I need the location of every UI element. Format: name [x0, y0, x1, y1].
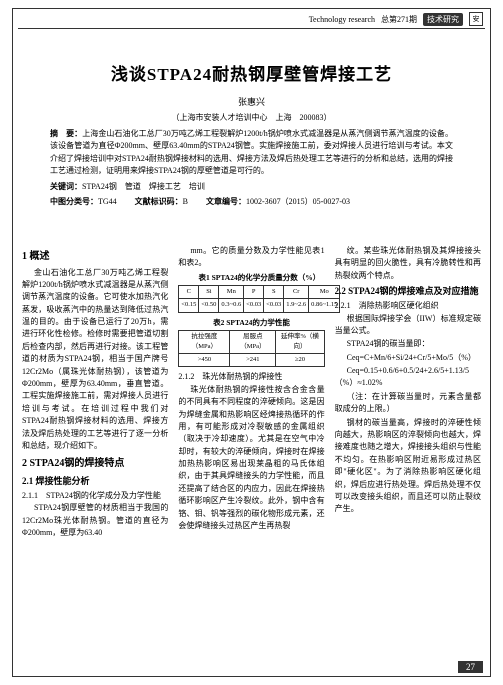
doccode-value: B: [183, 197, 188, 206]
table-cell: <0.03: [264, 299, 284, 312]
articleid-label: 文章编号：: [206, 197, 246, 206]
section-2-1-1-para-b: mm。它的质量分数及力学性能见表1和表2。: [178, 245, 324, 270]
table-row: C Si Mn P S Cr Mo: [179, 286, 340, 299]
abstract-block: 摘 要：上海金山石油化工总厂30万吨乙烯工程裂解炉1200t/h锅炉喷水式减温器…: [50, 128, 453, 208]
publisher-logo-icon: 安: [469, 12, 483, 26]
table-cell: Si: [199, 286, 219, 299]
formula-ceq-value: Ceq=0.15+0.6/6+0.5/24+2.6/5+1.13/5（%）≈1.…: [335, 365, 481, 390]
abstract-body: 上海金山石油化工总厂30万吨乙烯工程裂解炉1200t/h锅炉喷水式减温器是从蒸汽…: [50, 129, 453, 175]
keywords-value: STPA24钢 管道 焊接工艺 培训: [82, 182, 205, 191]
table-cell: 延伸率%（横向）: [276, 331, 324, 354]
section-2-1-2-heading: 2.1.2 珠光体耐热钢的焊接性: [178, 371, 324, 383]
articleid-value: 1002-3607（2015）05-0027-03: [246, 197, 350, 206]
title-block: 浅谈STPA24耐热钢厚壁管焊接工艺 张惠兴 （上海市安装人才培训中心 上海 2…: [0, 60, 503, 123]
table-row: >450 >241 ≥20: [179, 354, 324, 367]
table-cell: >241: [230, 354, 276, 367]
table-cell: S: [264, 286, 284, 299]
page-number: 27: [458, 661, 483, 673]
table-row: 抗拉强度（MPa） 屈服点（MPa） 延伸率%（横向）: [179, 331, 324, 354]
table-cell: Mn: [219, 286, 244, 299]
section-2-2-1-para-b: STPA24钢的碳当量即：: [335, 338, 481, 350]
section-1-para-1: 金山石油化工总厂30万吨乙烯工程裂解炉1200t/h锅炉喷水式减温器是从蒸汽侧调…: [22, 267, 168, 453]
abstract-text: 摘 要：上海金山石油化工总厂30万吨乙烯工程裂解炉1200t/h锅炉喷水式减温器…: [50, 128, 453, 178]
table-cell: <0.50: [199, 299, 219, 312]
header-rule: [18, 28, 485, 29]
section-2-1-2-para-b: 纹。某些珠光体耐热钢及其焊接接头具有明显的回火脆性，具有冷脆转性和再热裂纹两个特…: [335, 245, 481, 282]
table-cell: 1.9~2.6: [284, 299, 309, 312]
table-1-wrap: 表1 SPTA24的化学分质量分数（%） C Si Mn P S Cr Mo <…: [178, 272, 324, 313]
keywords-label: 关键词：: [50, 182, 82, 191]
table-cell: 抗拉强度（MPa）: [179, 331, 230, 354]
section-2-2-1-para-a: 根据国际焊接学会（IIW）标准规定碳当量公式。: [335, 313, 481, 338]
table-cell: 屈服点（MPa）: [230, 331, 276, 354]
section-2-1-1-para: STPA24钢厚壁管的材质相当于我国的12Cr2Mo珠光体耐热钢。管道的直径为Φ…: [22, 502, 168, 539]
header-issue: 总第271期: [381, 14, 417, 25]
table-cell: <0.15: [179, 299, 199, 312]
doccode-label: 文献标识码：: [135, 197, 183, 206]
table-cell: C: [179, 286, 199, 299]
article-title: 浅谈STPA24耐热钢厚壁管焊接工艺: [0, 60, 503, 85]
section-2-2-1-para-c: （注：在计算碳当量时，元素含量都取成分的上限。）: [335, 391, 481, 416]
table-2-wrap: 表2 SPTA24的力学性能 抗拉强度（MPa） 屈服点（MPa） 延伸率%（横…: [178, 317, 324, 368]
table-cell: 0.3~0.6: [219, 299, 244, 312]
section-2-1-heading: 2.1 焊接性能分析: [22, 475, 168, 489]
classification-line: 中图分类号：TG44 文献标识码：B 文章编号：1002-3607（2015）0…: [50, 196, 453, 208]
clc-label: 中图分类号：: [50, 197, 98, 206]
section-2-2-heading: 2.2 STPA24钢的焊接难点及对应措施: [335, 285, 481, 299]
table-cell: >450: [179, 354, 230, 367]
section-2-1-2-para: 珠光体耐热钢的焊接性按含合金含量的不同具有不同程度的淬硬倾向。这是因为焊缝金属和…: [178, 384, 324, 533]
section-2-heading: 2 STPA24钢的焊接特点: [22, 456, 168, 472]
table-row: <0.15 <0.50 0.3~0.6 <0.03 <0.03 1.9~2.6 …: [179, 299, 340, 312]
section-2-2-1-heading: 2.2.1 消除热影响区硬化组织: [335, 300, 481, 312]
section-1-heading: 1 概述: [22, 249, 168, 265]
section-2-2-1-para-d: 钢材的碳当量高，焊接时的淬硬性倾向越大，热影响区的淬裂倾向也越大，焊接难度也随之…: [335, 417, 481, 516]
section-2-1-1-heading: 2.1.1 STPA24钢的化学成分及力学性能: [22, 490, 168, 502]
table-2-caption: 表2 SPTA24的力学性能: [178, 317, 324, 329]
table-cell: P: [244, 286, 264, 299]
keywords-line: 关键词：STPA24钢 管道 焊接工艺 培训: [50, 181, 453, 193]
author-name: 张惠兴: [0, 95, 503, 108]
table-1-caption: 表1 SPTA24的化学分质量分数（%）: [178, 272, 340, 284]
table-cell: ≥20: [276, 354, 324, 367]
running-header: Technology research 总第271期 技术研究 安: [309, 12, 483, 26]
table-1: 表1 SPTA24的化学分质量分数（%） C Si Mn P S Cr Mo <…: [178, 272, 340, 313]
abstract-label: 摘 要：: [50, 129, 82, 138]
author-affiliation: （上海市安装人才培训中心 上海 200083）: [0, 112, 503, 123]
table-2: 表2 SPTA24的力学性能 抗拉强度（MPa） 屈服点（MPa） 延伸率%（横…: [178, 317, 324, 368]
header-category-tag: 技术研究: [423, 13, 463, 26]
header-tech-label: Technology research: [309, 15, 375, 24]
body-columns: 1 概述 金山石油化工总厂30万吨乙烯工程裂解炉1200t/h锅炉喷水式减温器是…: [22, 245, 481, 657]
table-cell: <0.03: [244, 299, 264, 312]
clc-value: TG44: [98, 197, 117, 206]
formula-ceq-general: Ceq=C+Mn/6+Si/24+Cr/5+Mo/5（%）: [335, 352, 481, 364]
table-cell: Cr: [284, 286, 309, 299]
